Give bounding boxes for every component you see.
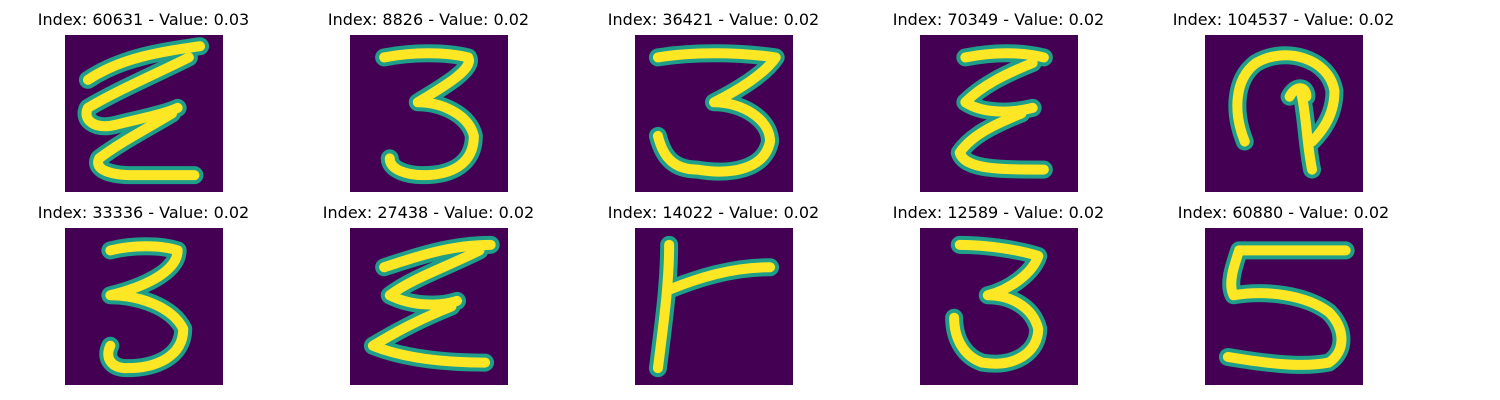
panel-title: Index: 104537 - Value: 0.02 [1172, 10, 1395, 29]
panel-title: Index: 60880 - Value: 0.02 [1177, 203, 1390, 222]
panel-title: Index: 33336 - Value: 0.02 [37, 203, 250, 222]
image-panel-4: Index: 70349 - Value: 0.02 [856, 10, 1141, 200]
panel-title: Index: 27438 - Value: 0.02 [322, 203, 535, 222]
digit-image [350, 228, 508, 385]
digit-image [920, 228, 1078, 385]
panel-title: Index: 14022 - Value: 0.02 [607, 203, 820, 222]
digit-image [1205, 35, 1363, 192]
panel-title: Index: 60631 - Value: 0.03 [37, 10, 250, 29]
digit-image [635, 35, 793, 192]
panel-title: Index: 70349 - Value: 0.02 [892, 10, 1105, 29]
digit-image [920, 35, 1078, 192]
digit-image [65, 35, 223, 192]
image-panel-2: Index: 8826 - Value: 0.02 [286, 10, 571, 200]
panel-title: Index: 12589 - Value: 0.02 [892, 203, 1105, 222]
image-panel-3: Index: 36421 - Value: 0.02 [571, 10, 856, 200]
image-panel-5: Index: 104537 - Value: 0.02 [1141, 10, 1426, 200]
digit-image [635, 228, 793, 385]
image-panel-1: Index: 60631 - Value: 0.03 [1, 10, 286, 200]
image-panel-7: Index: 27438 - Value: 0.02 [286, 203, 571, 393]
image-panel-10: Index: 60880 - Value: 0.02 [1141, 203, 1426, 393]
digit-image [1205, 228, 1363, 385]
digit-image [350, 35, 508, 192]
image-panel-6: Index: 33336 - Value: 0.02 [1, 203, 286, 393]
panel-title: Index: 36421 - Value: 0.02 [607, 10, 820, 29]
image-panel-8: Index: 14022 - Value: 0.02 [571, 203, 856, 393]
image-panel-9: Index: 12589 - Value: 0.02 [856, 203, 1141, 393]
panel-title: Index: 8826 - Value: 0.02 [327, 10, 530, 29]
digit-image [65, 228, 223, 385]
